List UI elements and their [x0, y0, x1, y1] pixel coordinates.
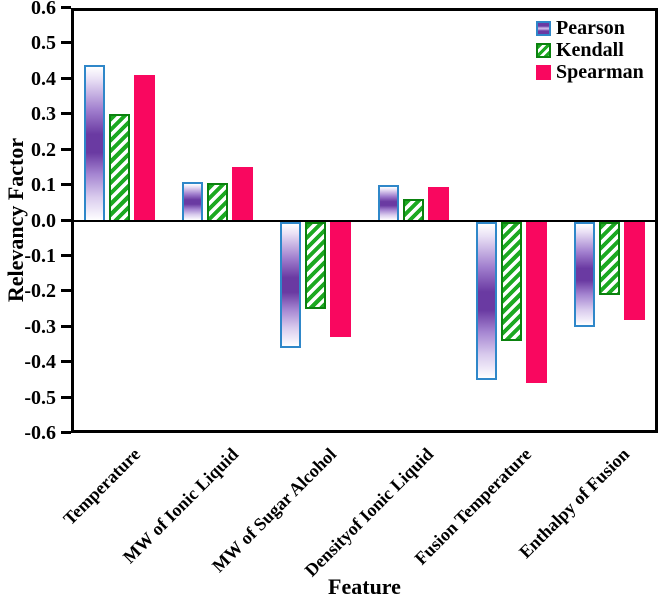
bar-pearson-1	[84, 65, 105, 222]
y-tick-label: 0.2	[31, 139, 56, 161]
legend-label: Kendall	[556, 39, 624, 61]
y-tick-mark	[61, 77, 71, 80]
y-tick-label: 0.1	[31, 174, 56, 196]
legend-label: Pearson	[556, 17, 625, 39]
kendall-swatch-icon	[536, 43, 551, 58]
bar-kendall-3	[305, 222, 326, 309]
bar-spearman-1	[134, 75, 155, 222]
y-tick-mark	[61, 41, 71, 44]
y-tick-label: -0.2	[24, 280, 56, 302]
y-tick-mark	[61, 289, 71, 292]
y-tick-mark	[61, 431, 71, 434]
bar-pearson-5	[476, 222, 497, 380]
bar-spearman-5	[526, 222, 547, 383]
spearman-swatch-icon	[536, 65, 551, 80]
y-tick-mark	[61, 396, 71, 399]
bar-spearman-2	[232, 167, 253, 222]
x-axis-title: Feature	[328, 574, 401, 599]
y-tick-label: 0.0	[31, 210, 56, 232]
y-tick-label: -0.6	[24, 422, 56, 444]
y-tick-label: 0.3	[31, 103, 56, 125]
bar-spearman-6	[624, 222, 645, 320]
y-tick-label: -0.5	[24, 387, 56, 409]
y-tick-mark	[61, 148, 71, 151]
bar-spearman-3	[330, 222, 351, 337]
pearson-swatch-icon	[536, 21, 551, 36]
bar-kendall-4	[403, 199, 424, 222]
bar-kendall-5	[501, 222, 522, 341]
legend-item-pearson: Pearson	[536, 18, 644, 39]
y-tick-mark	[61, 112, 71, 115]
bar-kendall-6	[599, 222, 620, 295]
y-tick-label: 0.5	[31, 32, 56, 54]
y-tick-mark	[61, 254, 71, 257]
y-tick-label: -0.4	[24, 351, 56, 373]
legend-item-spearman: Spearman	[536, 62, 644, 83]
legend-item-kendall: Kendall	[536, 40, 644, 61]
y-tick-mark	[61, 219, 71, 222]
bar-spearman-4	[428, 187, 449, 222]
bar-pearson-3	[280, 222, 301, 348]
y-tick-mark	[61, 325, 71, 328]
legend: Pearson Kendall Spearman	[536, 18, 644, 84]
bar-kendall-1	[109, 114, 130, 222]
y-tick-label: -0.3	[24, 316, 56, 338]
bar-pearson-6	[574, 222, 595, 327]
bar-pearson-2	[182, 182, 203, 222]
y-tick-mark	[61, 6, 71, 9]
zero-line	[71, 220, 658, 222]
y-tick-mark	[61, 183, 71, 186]
y-tick-mark	[61, 360, 71, 363]
bar-pearson-4	[378, 185, 399, 222]
y-tick-label: 0.6	[31, 0, 56, 19]
y-tick-label: 0.4	[31, 68, 56, 90]
y-tick-label: -0.1	[24, 245, 56, 267]
legend-label: Spearman	[556, 61, 644, 83]
bar-kendall-2	[207, 183, 228, 222]
